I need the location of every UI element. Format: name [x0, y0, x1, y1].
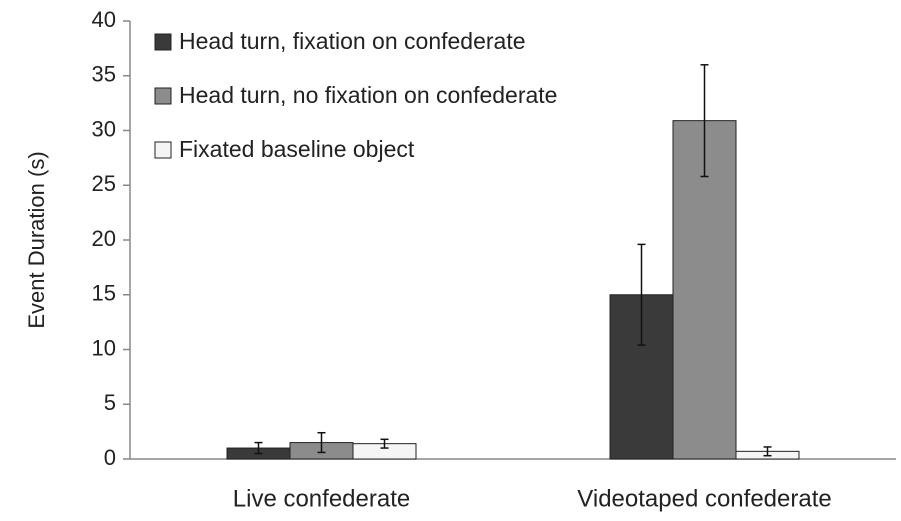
y-axis-label: Event Duration (s): [24, 151, 49, 328]
error-bar: [254, 441, 263, 455]
y-tick-label: 10: [92, 335, 116, 360]
x-tick-label: Live confederate: [233, 485, 410, 512]
legend-label: Fixated baseline object: [179, 136, 415, 162]
error-bar: [700, 64, 709, 178]
legend-swatch: [154, 33, 172, 51]
legend-label: Head turn, fixation on confederate: [179, 28, 526, 54]
y-tick-label: 40: [92, 7, 116, 32]
y-tick-label: 35: [92, 62, 116, 87]
error-bar: [763, 446, 772, 457]
error-bar: [380, 438, 389, 449]
error-bar: [317, 431, 326, 454]
legend-swatch: [154, 87, 172, 105]
error-bar: [637, 243, 646, 346]
x-tick-label: Videotaped confederate: [577, 485, 831, 512]
y-tick-label: 15: [92, 281, 116, 306]
legend-swatch: [154, 141, 172, 159]
y-tick-label: 0: [104, 445, 116, 470]
y-tick-label: 20: [92, 226, 116, 251]
y-tick-label: 25: [92, 171, 116, 196]
legend-label: Head turn, no fixation on confederate: [179, 82, 557, 108]
y-tick-label: 5: [104, 390, 116, 415]
y-tick-label: 30: [92, 116, 116, 141]
